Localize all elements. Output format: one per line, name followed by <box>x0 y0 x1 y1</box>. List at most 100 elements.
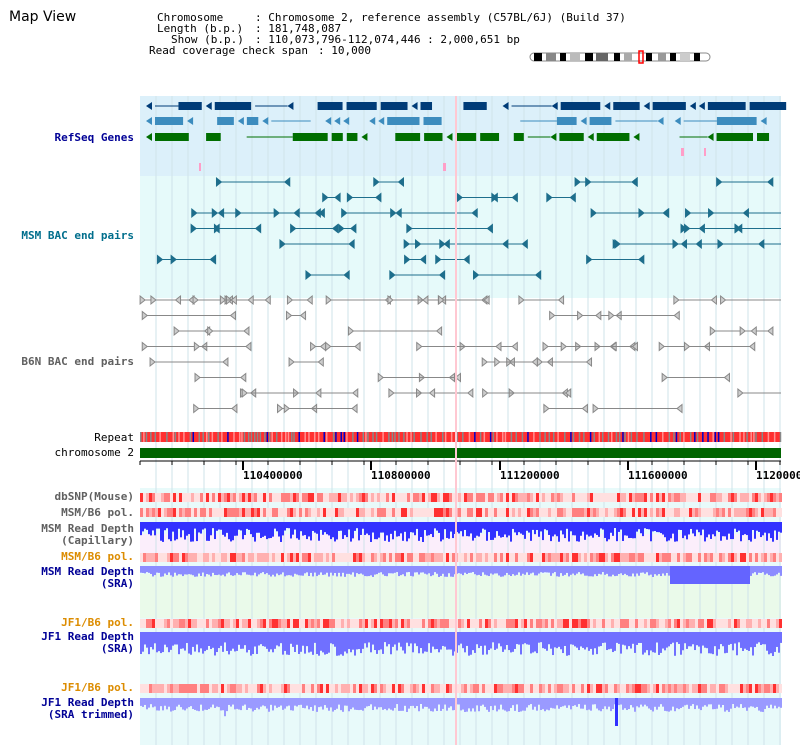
heat-cell <box>266 508 269 517</box>
depth-bar <box>714 522 716 537</box>
depth-bar <box>650 632 652 651</box>
depth-bar <box>558 632 560 647</box>
heat-cell <box>521 684 524 693</box>
label-msm-b6-pol[interactable]: MSM/B6 pol. <box>61 506 134 519</box>
b6n-pair-end-icon <box>482 387 489 399</box>
depth-bar <box>658 632 660 655</box>
depth-bar <box>224 698 226 717</box>
depth-bar <box>514 566 516 576</box>
heat-cell <box>626 619 629 628</box>
depth-bar <box>724 632 726 654</box>
depth-bar <box>140 522 142 536</box>
heat-cell <box>386 684 389 693</box>
depth-bar <box>476 566 478 576</box>
heat-cell <box>728 493 731 502</box>
label-refseq[interactable]: RefSeq Genes <box>54 131 134 144</box>
heat-cell <box>305 493 308 502</box>
heat-cell <box>416 619 419 628</box>
msm-pair-end-icon <box>322 192 329 203</box>
repeat-mark <box>450 432 453 442</box>
depth-bar <box>652 566 654 577</box>
depth-bar <box>378 632 380 651</box>
depth-bar <box>554 566 556 573</box>
depth-bar <box>516 698 518 705</box>
depth-bar <box>406 566 408 573</box>
depth-bar <box>350 698 352 710</box>
b6n-pair-end-icon <box>673 310 680 321</box>
depth-bar <box>676 632 678 643</box>
label-dbsnp[interactable]: dbSNP(Mouse) <box>54 490 134 503</box>
repeat-mark <box>287 432 290 442</box>
label-b6n-bac[interactable]: B6N BAC end pairs <box>21 355 134 368</box>
heat-cell <box>602 684 605 693</box>
heat-cell <box>209 553 212 562</box>
depth-bar <box>660 522 662 534</box>
heat-cell <box>191 619 194 628</box>
label-jf1-depth-sra[interactable]: JF1 Read Depth <box>41 630 134 643</box>
heat-cell <box>284 493 287 502</box>
depth-bar <box>764 698 766 710</box>
heat-cell <box>692 508 695 517</box>
heat-cell <box>179 553 182 562</box>
heat-cell <box>386 553 389 562</box>
depth-bar <box>228 698 230 705</box>
b6n-pair-end-icon <box>631 341 638 352</box>
heat-cell <box>701 684 704 693</box>
depth-bar <box>576 632 578 648</box>
heat-cell <box>314 508 317 517</box>
depth-bar <box>684 698 686 706</box>
label-msm-bac[interactable]: MSM BAC end pairs <box>21 229 134 242</box>
heat-cell <box>674 493 677 502</box>
depth-bar <box>768 522 770 534</box>
heat-cell <box>206 619 209 628</box>
heat-cell <box>212 508 215 517</box>
depth-bar <box>670 698 672 711</box>
heat-cell <box>311 493 314 502</box>
label-jf1-depth-trim[interactable]: JF1 Read Depth <box>41 696 134 709</box>
heat-cell <box>521 619 524 628</box>
depth-bar <box>170 698 172 712</box>
msm-pair-end-icon <box>463 254 470 265</box>
b6n-pair-end-icon <box>347 325 355 337</box>
heat-cell <box>329 619 332 628</box>
depth-bar <box>710 698 712 705</box>
depth-bar <box>568 698 570 706</box>
heat-cell <box>353 493 356 502</box>
heat-cell <box>743 508 746 517</box>
label-msm-depth-sra[interactable]: MSM Read Depth <box>41 565 134 578</box>
depth-bar <box>206 566 208 575</box>
b6n-pair-end-icon <box>264 294 271 306</box>
gene-arrow-icon <box>146 117 152 125</box>
depth-bar <box>218 698 220 708</box>
depth-bar <box>276 632 278 646</box>
heat-cell <box>416 553 419 562</box>
depth-bar <box>750 566 752 576</box>
heat-cell <box>770 553 773 562</box>
heat-cell <box>443 508 446 517</box>
label-msm-depth-cap[interactable]: MSM Read Depth <box>41 522 134 535</box>
depth-bar <box>510 566 512 577</box>
depth-bar <box>704 522 706 542</box>
label-jf1-b6-pol[interactable]: JF1/B6 pol. <box>61 616 134 629</box>
heat-cell <box>431 619 434 628</box>
label-jf1-b6-pol-2[interactable]: JF1/B6 pol. <box>61 681 134 694</box>
b6n-pair-end-icon <box>481 356 489 368</box>
repeat-mark <box>410 432 412 442</box>
depth-bar <box>576 698 578 707</box>
heat-cell <box>596 553 599 562</box>
heat-cell <box>359 553 362 562</box>
gene-exon <box>292 133 328 141</box>
heat-cell <box>545 508 548 517</box>
heat-cell <box>491 508 494 517</box>
depth-bar <box>452 522 454 539</box>
depth-bar <box>340 522 342 531</box>
gene-exon <box>155 117 184 125</box>
depth-bar <box>538 632 540 643</box>
heat-cell <box>263 619 266 628</box>
heat-cell <box>608 553 611 562</box>
depth-bar <box>552 522 554 537</box>
heat-cell <box>458 553 461 562</box>
label-msm-b6-pol-2[interactable]: MSM/B6 pol. <box>61 550 134 563</box>
page-title: Map View <box>9 9 77 25</box>
